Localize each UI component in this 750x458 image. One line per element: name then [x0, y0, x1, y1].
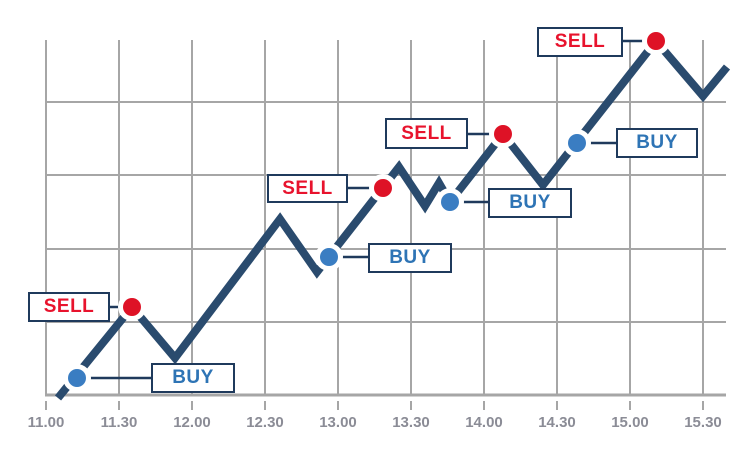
x-axis-label: 13.00 — [319, 414, 357, 431]
sell-signal-dot — [494, 125, 512, 143]
sell-signal-label: SELL — [28, 292, 110, 322]
x-axis-label: 12.30 — [246, 414, 284, 431]
x-axis-label: 15.00 — [611, 414, 649, 431]
buy-signal-dot — [68, 369, 86, 387]
x-axis-label: 11.00 — [27, 414, 65, 431]
buy-signal-label: BUY — [368, 243, 452, 273]
x-axis-label: 14.00 — [465, 414, 503, 431]
buy-signal-dot — [320, 248, 338, 266]
sell-signal-dot — [374, 179, 392, 197]
buy-signal-dot — [441, 193, 459, 211]
sell-signal-label: SELL — [385, 118, 468, 149]
sell-signal-dot — [647, 32, 665, 50]
buy-signal-label: BUY — [488, 188, 572, 218]
x-axis-label: 15.30 — [684, 414, 722, 431]
x-axis-label: 13.30 — [392, 414, 430, 431]
sell-signal-label: SELL — [267, 174, 348, 203]
x-axis-label: 14.30 — [538, 414, 576, 431]
buy-signal-label: BUY — [151, 363, 235, 393]
price-line — [54, 34, 731, 401]
buy-signal-label: BUY — [616, 128, 698, 158]
buy-signal-dot — [568, 134, 586, 152]
sell-signal-label: SELL — [537, 27, 623, 57]
x-axis-label: 11.30 — [100, 414, 138, 431]
sell-signal-dot — [123, 298, 141, 316]
x-axis-label: 12.00 — [173, 414, 211, 431]
